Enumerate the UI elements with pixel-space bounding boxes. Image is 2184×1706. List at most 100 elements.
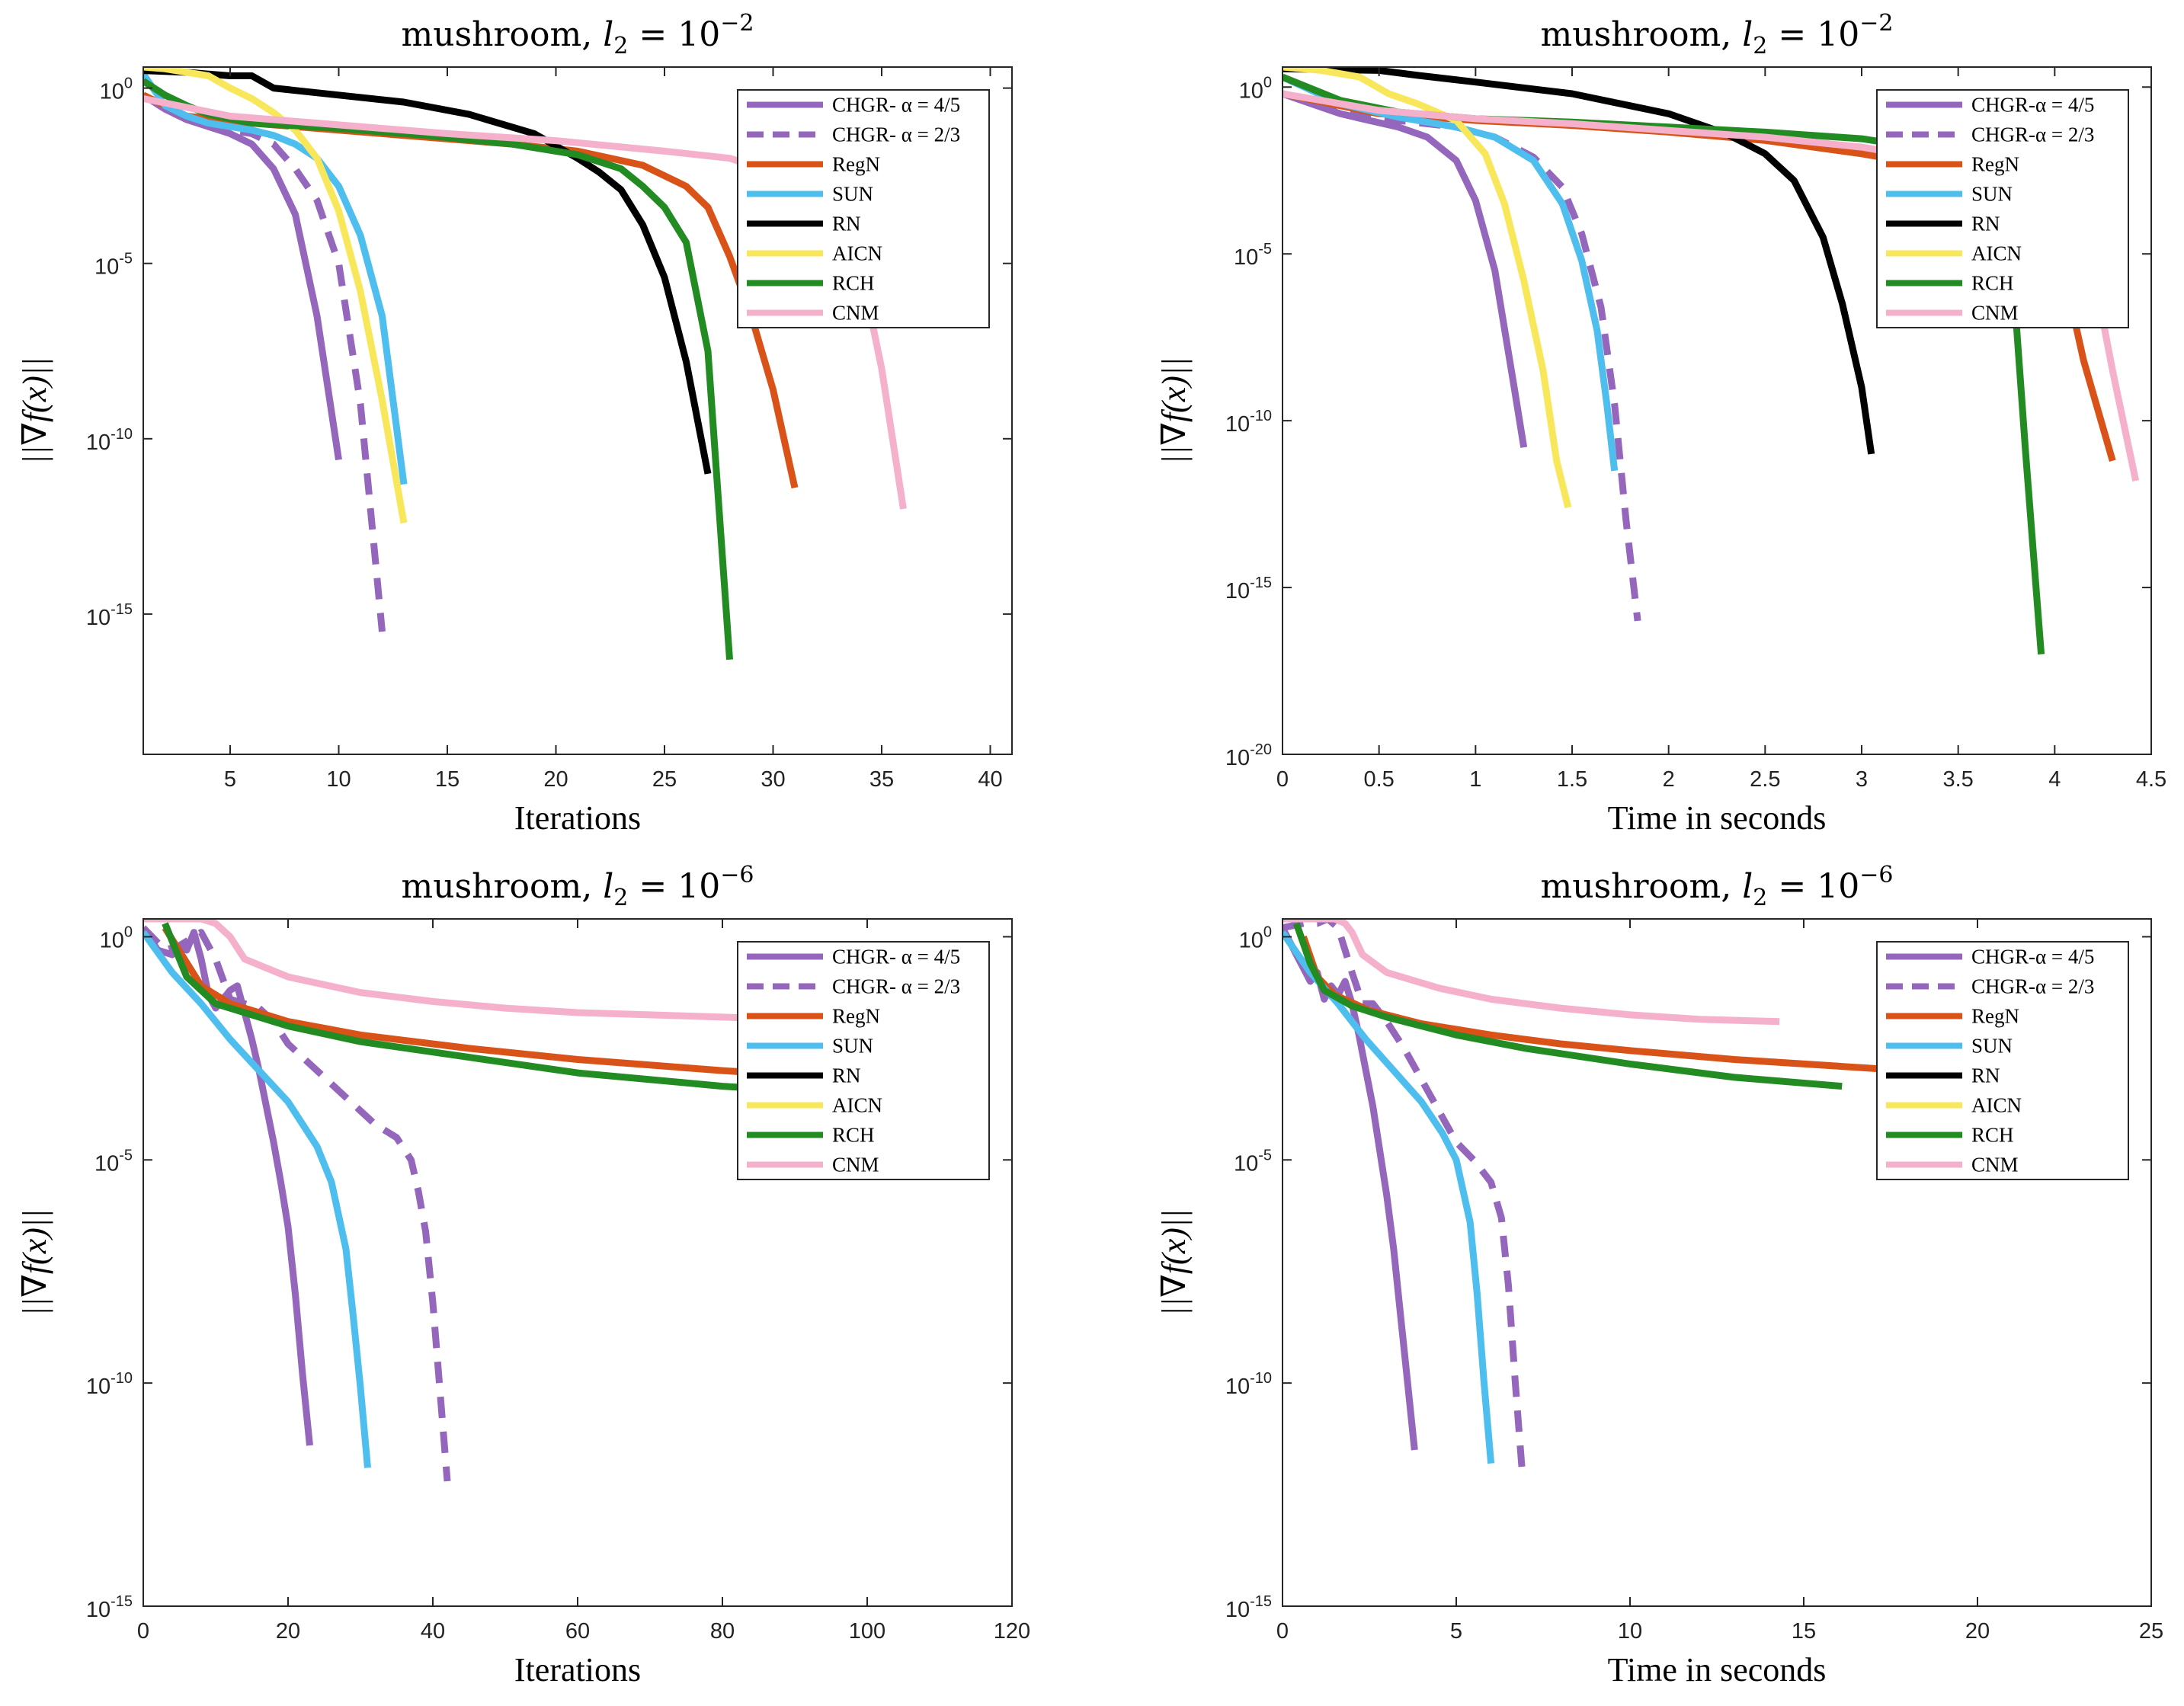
series-line-4	[143, 67, 712, 475]
title-sub: 2	[613, 33, 628, 59]
x-axis-label: Time in seconds	[1608, 799, 1827, 837]
axes-box	[1282, 66, 2152, 755]
y-tick-exp: -15	[1250, 1593, 1272, 1610]
legend-box	[1876, 941, 2129, 1180]
legend-label-5: AICN	[832, 1094, 882, 1117]
y-tick-label: 10-10	[1225, 408, 1272, 437]
series-group	[1283, 919, 1909, 1473]
x-tick-label: 10	[1618, 1619, 1642, 1644]
legend-label-5: AICN	[1971, 242, 2022, 265]
x-axis-label: Iterations	[514, 799, 641, 837]
y-tick-exp: 0	[124, 75, 133, 92]
series-group	[143, 919, 796, 1482]
legend-label-2: RegN	[1971, 1005, 2019, 1028]
y-tick-base: 10	[1234, 245, 1258, 270]
y-tick-exp: -10	[110, 1370, 133, 1387]
y-tick-label: 100	[100, 923, 133, 952]
x-tick-label: 120	[994, 1619, 1030, 1644]
y-tick-base: 10	[94, 255, 119, 280]
legend-label-7: CNM	[1971, 302, 2019, 325]
legend-label-6: RCH	[1971, 272, 2014, 295]
title-eq: = 10	[1767, 15, 1859, 54]
x-tick-label: 2.5	[1750, 767, 1780, 792]
y-tick-exp: -15	[110, 601, 133, 618]
chart-title: mushroom, l2 = 10−2	[1541, 10, 1894, 59]
x-tick-label: 10	[326, 767, 351, 792]
y-tick-exp: -5	[1258, 1147, 1272, 1163]
legend-label-4: RN	[1971, 213, 2000, 235]
y-tick-exp: 0	[1263, 923, 1272, 940]
legend-label-1: CHGR-α = 2/3	[1971, 123, 2094, 146]
title-main: mushroom,	[1541, 15, 1743, 54]
chart-panel-bottom-left: 0 20 40 60 80 100 12010-1510-1010-5100mushroom…	[16, 862, 1030, 1688]
chart-title: mushroom, l2 = 10−6	[402, 862, 754, 911]
x-tick-label: 20	[276, 1619, 300, 1644]
y-tick-label: 10-15	[86, 601, 133, 630]
axes-box	[143, 66, 1013, 755]
legend-label-4: RN	[1971, 1064, 2000, 1087]
title-exp: −2	[720, 10, 754, 37]
legend-label-5: AICN	[832, 242, 882, 265]
title-math: l	[1742, 867, 1753, 906]
y-tick-exp: -15	[1250, 575, 1272, 591]
series-line-2	[162, 926, 796, 1079]
title-eq: = 10	[628, 867, 720, 906]
chart-panel-top-right: 0 0.5 1 1.5 2 2.5 3 3.5 4 4.510-2010-1510-1010-51…	[1155, 10, 2166, 837]
series-line-5	[1283, 919, 1780, 1026]
y-tick-base: 10	[1225, 1598, 1250, 1622]
legend-label-7: CNM	[1971, 1154, 2019, 1176]
y-tick-label: 10-15	[1225, 575, 1272, 603]
series-line-1	[1283, 919, 1526, 1473]
title-sub: 2	[613, 885, 628, 911]
legend-label-3: SUN	[832, 183, 873, 206]
legend-label-2: RegN	[1971, 153, 2019, 176]
x-tick-label: 80	[710, 1619, 735, 1644]
y-tick-base: 10	[86, 1375, 110, 1399]
x-tick-label: 0	[1276, 767, 1289, 792]
series-line-1	[1283, 90, 1641, 622]
y-tick-label: 10-5	[94, 1147, 133, 1176]
y-tick-base: 10	[100, 928, 124, 952]
x-tick-label: 15	[435, 767, 460, 792]
x-tick-label: 40	[421, 1619, 445, 1644]
y-tick-label: 10-15	[86, 1593, 133, 1622]
x-tick-label: 30	[761, 767, 785, 792]
legend-label-7: CNM	[832, 302, 879, 325]
y-tick-exp: -10	[1250, 1370, 1272, 1387]
y-tick-label: 100	[1239, 74, 1272, 103]
y-tick-exp: -20	[1250, 741, 1272, 758]
title-main: mushroom,	[402, 15, 604, 54]
y-tick-label: 10-10	[86, 1370, 133, 1399]
x-tick-label: 3	[1856, 767, 1868, 792]
legend: CHGR-α = 4/5 CHGR-α = 2/3 RegN SUN RN AICN RCH…	[1876, 941, 2129, 1180]
title-math: l	[603, 15, 613, 54]
legend-label-3: SUN	[1971, 1035, 2013, 1058]
y-tick-label: 10-5	[1234, 241, 1272, 270]
y-tick-label: 10-5	[94, 251, 133, 280]
title-math: l	[1742, 15, 1753, 54]
legend-label-1: CHGR- α = 2/3	[832, 123, 960, 146]
y-tick-base: 10	[1239, 928, 1263, 952]
legend-label-0: CHGR- α = 4/5	[832, 946, 960, 968]
series-line-3	[143, 72, 408, 485]
y-tick-exp: -15	[110, 1593, 133, 1610]
y-tick-label: 10-10	[86, 426, 133, 455]
legend-label-1: CHGR- α = 2/3	[832, 975, 960, 998]
y-tick-base: 10	[94, 1151, 119, 1176]
x-tick-label: 0	[137, 1619, 149, 1644]
y-tick-base: 10	[1225, 412, 1250, 437]
y-tick-label: 10-20	[1225, 741, 1272, 770]
series-line-5	[143, 67, 408, 524]
y-tick-exp: -5	[119, 1147, 133, 1163]
x-tick-label: 2	[1663, 767, 1675, 792]
title-sub: 2	[1753, 885, 1767, 911]
y-axis-label: ||∇f(x)||	[16, 1209, 53, 1316]
y-tick-exp: -5	[1258, 241, 1272, 258]
title-exp: −2	[1859, 10, 1893, 37]
legend-label-7: CNM	[832, 1154, 879, 1176]
x-tick-label: 1	[1469, 767, 1481, 792]
y-tick-label: 10-15	[1225, 1593, 1272, 1622]
legend-box	[1876, 89, 2129, 328]
legend-label-3: SUN	[832, 1035, 873, 1058]
y-tick-exp: -10	[110, 426, 133, 443]
